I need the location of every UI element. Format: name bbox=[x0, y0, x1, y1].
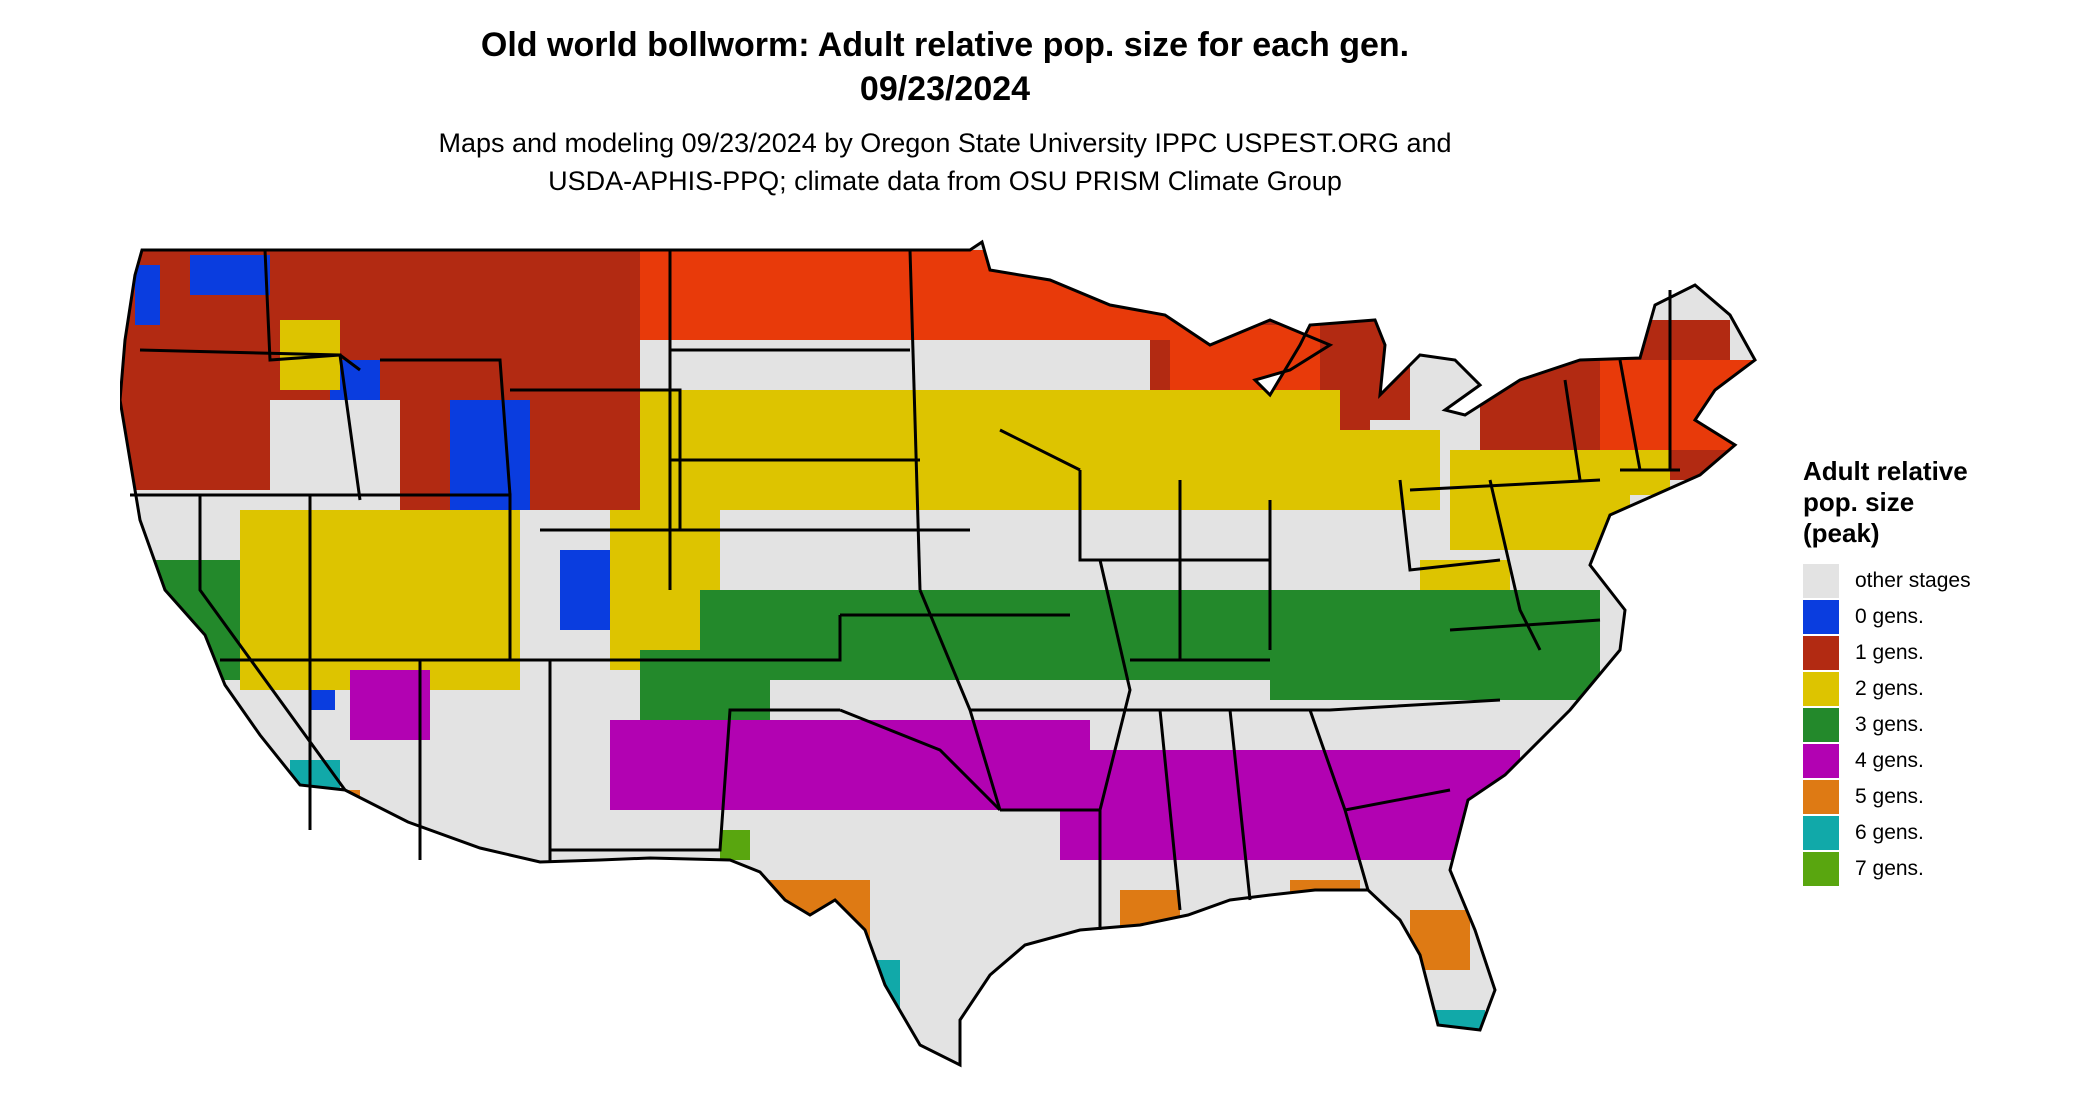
legend-item-7-gens: 7 gens. bbox=[1803, 851, 2093, 887]
legend-item-other-stages: other stages bbox=[1803, 563, 2093, 599]
legend-swatch bbox=[1803, 780, 1839, 814]
legend-label: 2 gens. bbox=[1855, 677, 1924, 700]
legend-title: Adult relative pop. size (peak) bbox=[1803, 456, 2093, 549]
legend-item-3-gens: 3 gens. bbox=[1803, 707, 2093, 743]
legend-label: 6 gens. bbox=[1855, 821, 1924, 844]
map-title: Old world bollworm: Adult relative pop. … bbox=[480, 26, 1410, 64]
legend-label: other stages bbox=[1855, 569, 1971, 592]
legend-item-5-gens: 5 gens. bbox=[1803, 779, 2093, 815]
legend-swatch bbox=[1803, 852, 1839, 886]
legend-swatch bbox=[1803, 564, 1839, 598]
legend-swatch bbox=[1803, 744, 1839, 778]
legend-label: 1 gens. bbox=[1855, 641, 1924, 664]
legend-label: 7 gens. bbox=[1855, 857, 1924, 880]
map-date: 09/23/2024 bbox=[859, 70, 1031, 108]
legend-swatch bbox=[1803, 600, 1839, 634]
legend-label: 4 gens. bbox=[1855, 749, 1924, 772]
legend-title-line: (peak) bbox=[1803, 518, 1880, 548]
map-subtitle-line1: Maps and modeling 09/23/2024 by Oregon S… bbox=[438, 128, 1452, 158]
us-map bbox=[120, 239, 1757, 1068]
legend-label: 3 gens. bbox=[1855, 713, 1924, 736]
legend-swatch bbox=[1803, 672, 1839, 706]
legend-swatch bbox=[1803, 816, 1839, 850]
legend-title-line: Adult relative bbox=[1803, 456, 1968, 486]
legend-swatch bbox=[1803, 708, 1839, 742]
legend-swatch bbox=[1803, 636, 1839, 670]
legend-item-6-gens: 6 gens. bbox=[1803, 815, 2093, 851]
legend-item-2-gens: 2 gens. bbox=[1803, 671, 2093, 707]
legend-item-0-gens: 0 gens. bbox=[1803, 599, 2093, 635]
legend: Adult relative pop. size (peak) other st… bbox=[1803, 456, 2093, 887]
map-subtitle-line2: USDA-APHIS-PPQ; climate data from OSU PR… bbox=[548, 166, 1342, 196]
legend-item-4-gens: 4 gens. bbox=[1803, 743, 2093, 779]
legend-item-1-gens: 1 gens. bbox=[1803, 635, 2093, 671]
legend-label: 5 gens. bbox=[1855, 785, 1924, 808]
legend-title-line: pop. size bbox=[1803, 487, 1915, 517]
legend-label: 0 gens. bbox=[1855, 605, 1924, 628]
